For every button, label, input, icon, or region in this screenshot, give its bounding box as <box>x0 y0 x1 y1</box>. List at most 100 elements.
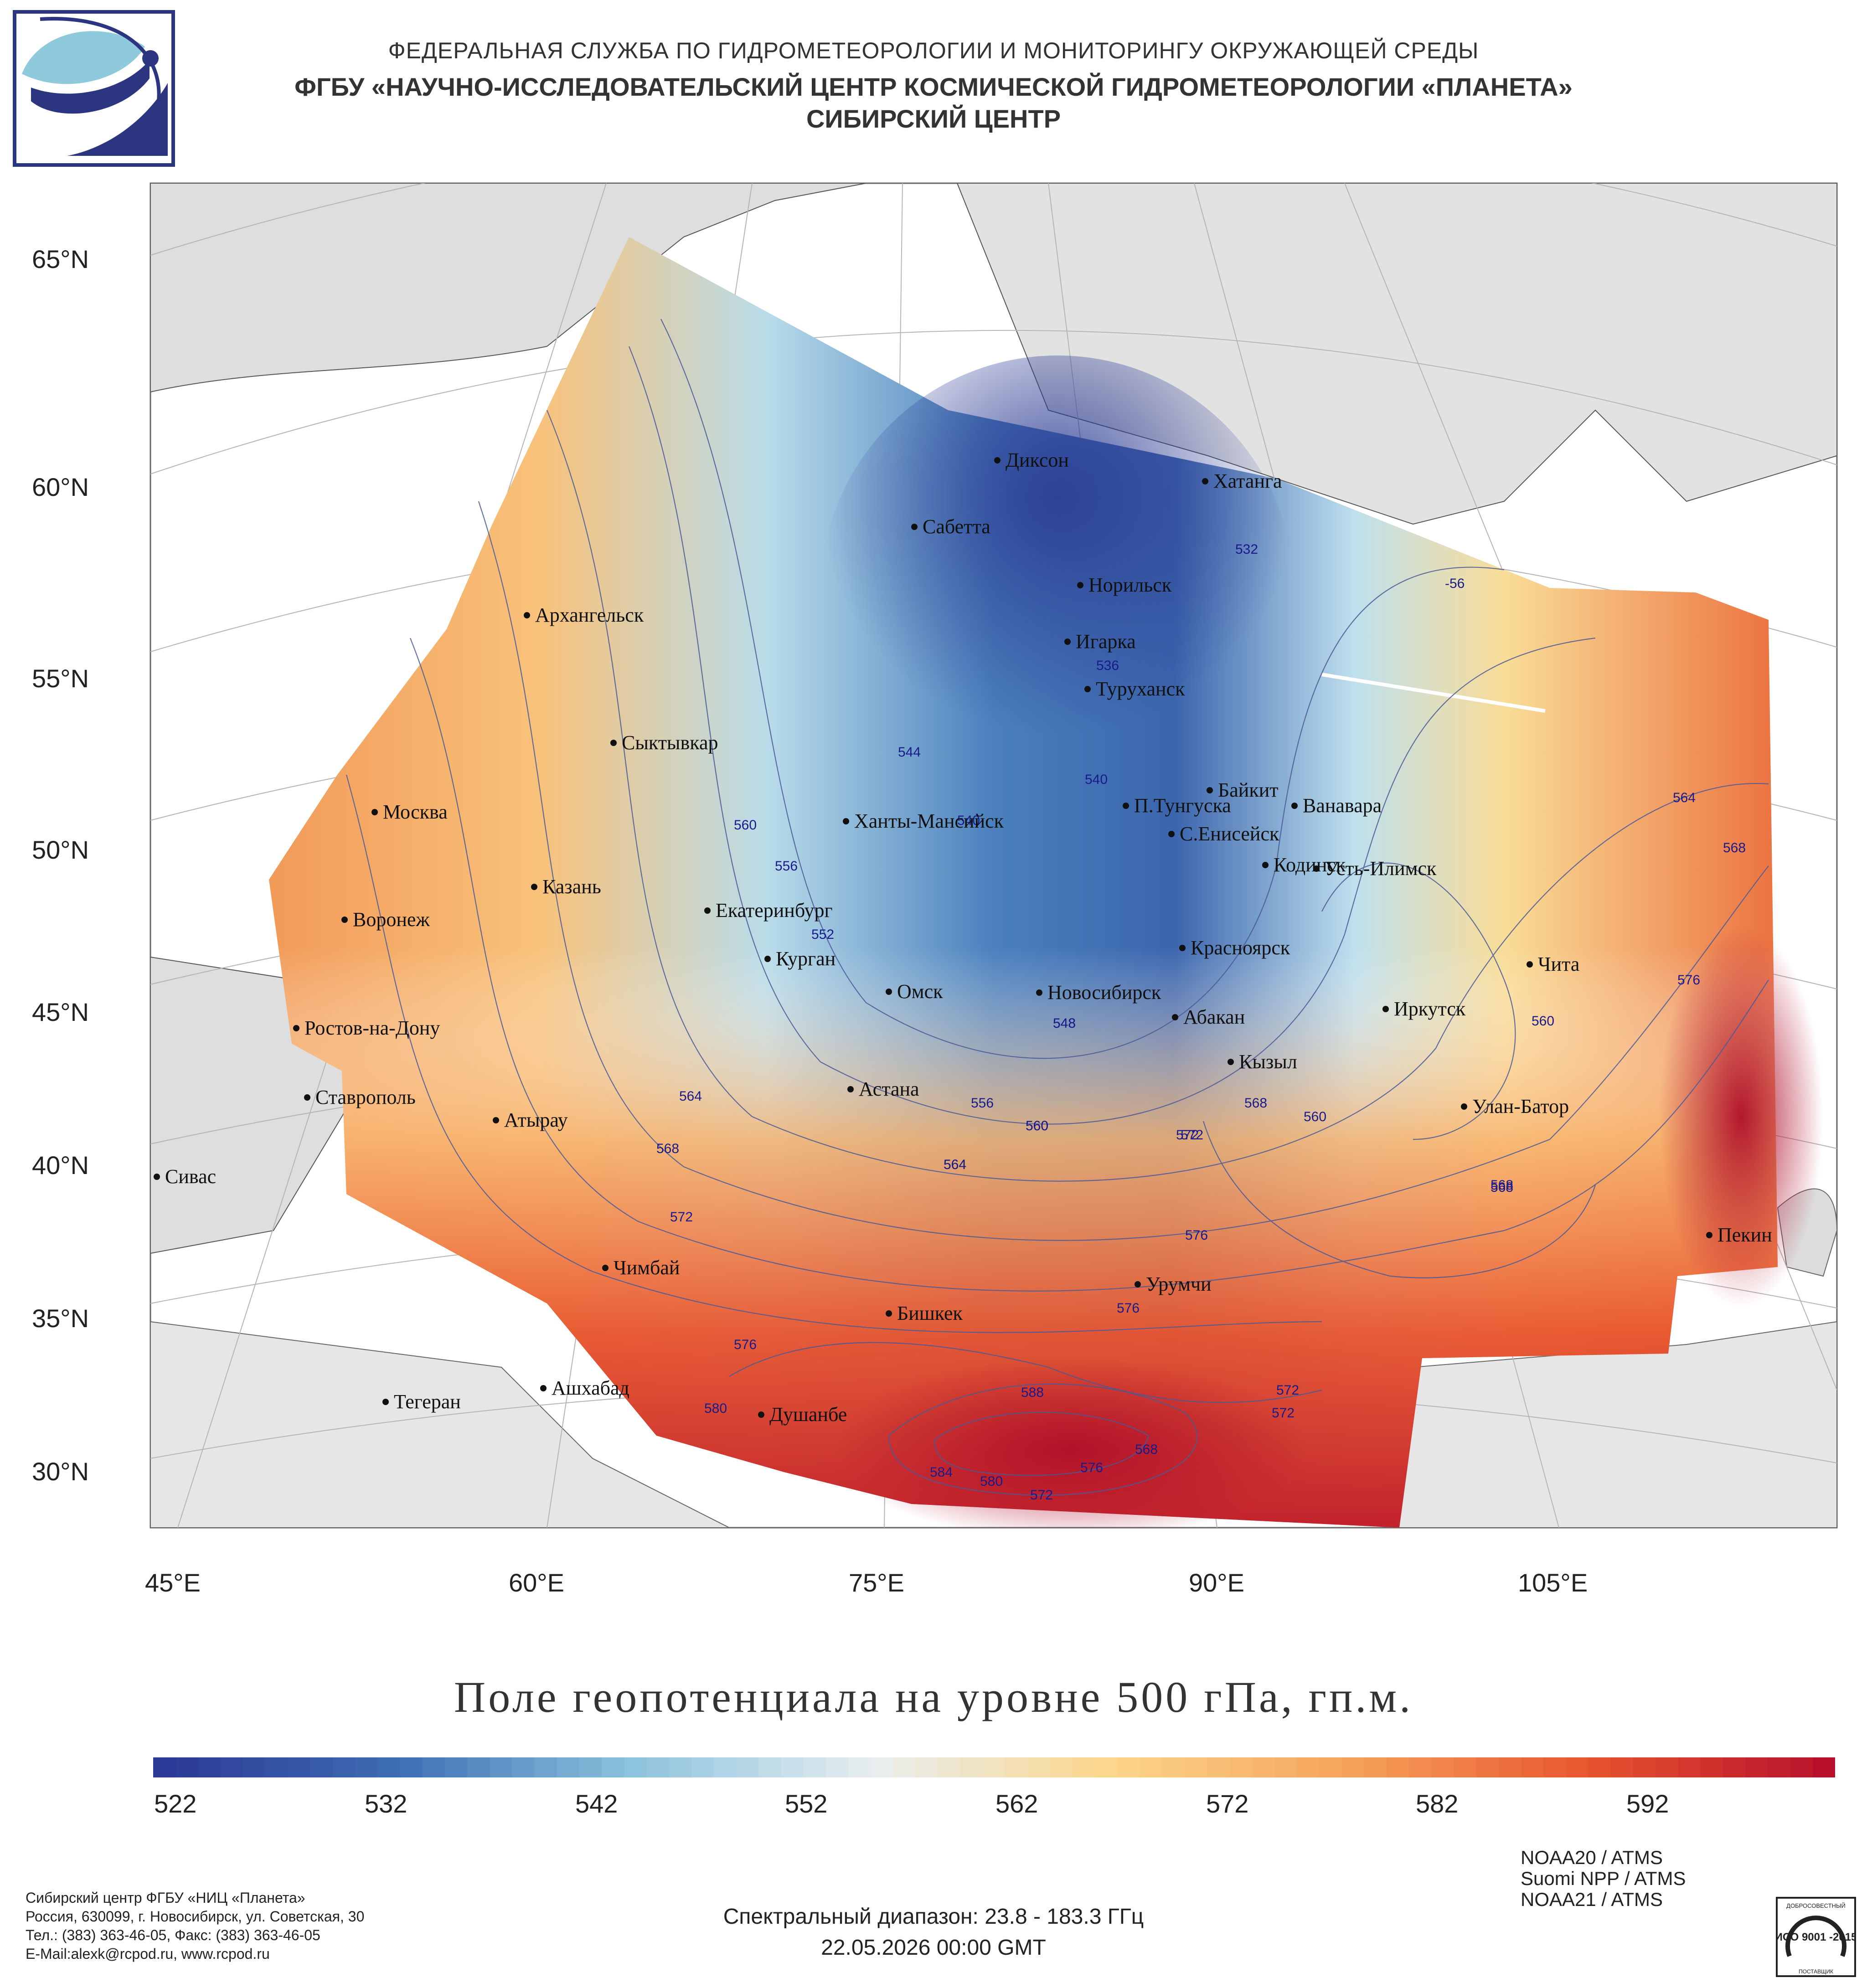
org-name: Сибирский центр ФГБУ «НИЦ «Планета» <box>26 1890 305 1906</box>
contour-label: 576 <box>734 1337 757 1352</box>
city-label: Тегеран <box>394 1391 461 1413</box>
city-label: Ростов-на-Дону <box>304 1017 440 1039</box>
header-institute: ФГБУ «НАУЧНО-ИССЛЕДОВАТЕЛЬСКИЙ ЦЕНТР КОС… <box>294 72 1573 101</box>
city-label: Чимбай <box>614 1257 680 1279</box>
header-center: СИБИРСКИЙ ЦЕНТР <box>806 104 1061 133</box>
city-label: П.Тунгуска <box>1134 794 1231 817</box>
contour-label: 588 <box>1021 1385 1044 1400</box>
colorbar-segment <box>871 1757 894 1777</box>
contour-label: 568 <box>656 1141 679 1156</box>
city-label: Атырау <box>504 1109 568 1131</box>
iso-certificate-badge: ДОБРОСОВЕСТНЫЙ ИСО 9001 -2015 ПОСТАВЩИК <box>1776 1897 1856 1977</box>
contour-label: 568 <box>1244 1096 1267 1111</box>
colorbar-tick: 562 <box>995 1789 1038 1818</box>
lat-label-60: 60°N <box>32 473 89 501</box>
colorbar-segment <box>490 1757 513 1777</box>
city-dot <box>1313 865 1320 872</box>
colorbar-segment <box>758 1757 782 1777</box>
satellite-1: NOAA20 / ATMS <box>1521 1847 1663 1868</box>
city-dot <box>1527 961 1533 968</box>
city-dot <box>341 917 348 923</box>
colorbar-segment <box>1095 1757 1118 1777</box>
colorbar-segment <box>1431 1757 1454 1777</box>
colorbar-segment <box>602 1757 625 1777</box>
org-email: E-Mail:alexk@rcpod.ru, www.rcpod.ru <box>26 1946 270 1962</box>
contour-lines <box>346 319 1769 1496</box>
colorbar-segment <box>1274 1757 1298 1777</box>
colorbar-segment <box>1319 1757 1342 1777</box>
colorbar-segment <box>1476 1757 1499 1777</box>
contour-label: 560 <box>1026 1118 1048 1133</box>
colorbar-segment <box>893 1757 916 1777</box>
colorbar-segment <box>1611 1757 1634 1777</box>
contour-label: 552 <box>811 927 834 942</box>
colorbar-segment <box>377 1757 401 1777</box>
colorbar-segment <box>781 1757 804 1777</box>
colorbar-segment <box>1252 1757 1275 1777</box>
datetime: 22.05.2026 00:00 GMT <box>821 1936 1046 1960</box>
colorbar-segment <box>1745 1757 1769 1777</box>
cert-bottom-text: ПОСТАВЩИК <box>1799 1968 1833 1975</box>
colorbar-segment <box>1454 1757 1477 1777</box>
colorbar-segment <box>691 1757 714 1777</box>
city-label: Сабетта <box>923 515 990 538</box>
contour-label: 540 <box>957 813 980 828</box>
colorbar-tick: 522 <box>154 1789 197 1818</box>
contour-label: 580 <box>704 1401 727 1416</box>
colorbar-segment <box>1768 1757 1791 1777</box>
colorbar-segment <box>1678 1757 1701 1777</box>
city-label: Диксон <box>1006 449 1069 471</box>
city-dot <box>1202 478 1208 484</box>
city-label: Душанбе <box>769 1403 847 1426</box>
colorbar-segment <box>422 1757 445 1777</box>
city-dot <box>602 1265 609 1271</box>
city-label: Сивас <box>165 1165 216 1188</box>
lat-label-50: 50°N <box>32 835 89 864</box>
colorbar-segment <box>1162 1757 1186 1777</box>
city-dot <box>1123 803 1129 809</box>
contour-label: 576 <box>1677 973 1700 988</box>
colorbar-segment <box>1700 1757 1723 1777</box>
org-address: Россия, 630099, г. Новосибирск, ул. Сове… <box>26 1908 365 1925</box>
contour-label: 572 <box>1276 1383 1299 1398</box>
contour-label: 564 <box>1673 790 1696 805</box>
city-label: Ашхабад <box>552 1377 629 1399</box>
colorbar-segment <box>1723 1757 1746 1777</box>
colorbar-segment <box>1073 1757 1096 1777</box>
city-dot <box>911 524 918 530</box>
city-dot <box>994 457 1001 464</box>
colorbar-segment <box>915 1757 939 1777</box>
lon-label-105: 105°E <box>1518 1568 1588 1597</box>
city-label: Бишкек <box>897 1302 963 1324</box>
lat-label-55: 55°N <box>32 664 89 693</box>
city-label: Новосибирск <box>1047 981 1161 1004</box>
colorbar-segment <box>1499 1757 1522 1777</box>
colorbar-segment <box>265 1757 289 1777</box>
lat-label-65: 65°N <box>32 245 89 273</box>
colorbar-segment <box>332 1757 356 1777</box>
colorbar-segment <box>242 1757 266 1777</box>
city-dot <box>1084 686 1091 692</box>
city-dot <box>531 884 537 890</box>
contour-label: 564 <box>944 1157 966 1172</box>
colorbar-segment <box>579 1757 602 1777</box>
colorbar-segment <box>534 1757 557 1777</box>
lon-label-60: 60°E <box>509 1568 565 1597</box>
lat-label-30: 30°N <box>32 1457 89 1486</box>
cert-text: ИСО 9001 -2015 <box>1776 1931 1856 1943</box>
city-dot <box>540 1385 547 1391</box>
colorbar-segment <box>310 1757 333 1777</box>
city-label: Урумчи <box>1146 1273 1212 1295</box>
city-label: Ханты-Мансийск <box>854 810 1004 832</box>
contour-label: 544 <box>898 745 921 760</box>
map-title: Поле геопотенциала на уровне 500 гПа, гп… <box>454 1673 1413 1721</box>
colorbar-segment <box>960 1757 984 1777</box>
colorbar-segment <box>400 1757 423 1777</box>
city-dot <box>610 740 617 746</box>
city-dot <box>1227 1059 1234 1065</box>
satellite-3: NOAA21 / ATMS <box>1521 1889 1663 1910</box>
city-label: Архангельск <box>535 604 644 626</box>
city-label: Норильск <box>1088 574 1172 596</box>
city-dot <box>1077 582 1083 588</box>
